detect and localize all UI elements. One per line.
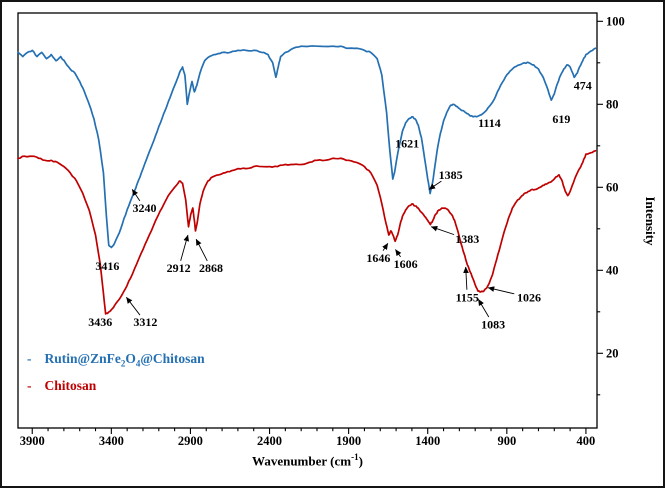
svg-text:1114: 1114 [478,116,501,130]
svg-text:3416: 3416 [95,259,119,273]
svg-text:1606: 1606 [394,257,418,271]
svg-text:2868: 2868 [199,261,223,275]
x-axis-title: Wavenumber (cm-1) [252,452,363,469]
svg-text:1646: 1646 [366,251,390,265]
svg-text:400: 400 [577,434,596,448]
svg-text:3400: 3400 [99,434,124,448]
svg-text:100: 100 [606,15,625,29]
legend-label-composite: Rutin@ZnFe2O4@Chitosan [44,351,205,369]
svg-text:900: 900 [497,434,516,448]
svg-text:1900: 1900 [336,434,361,448]
legend-marker-chitosan: - [27,377,32,393]
legend-label-chitosan: Chitosan [44,377,97,393]
svg-text:1026: 1026 [517,290,541,304]
svg-text:3900: 3900 [20,434,45,448]
svg-text:80: 80 [606,98,619,112]
svg-text:40: 40 [606,264,619,278]
svg-text:1400: 1400 [415,434,440,448]
y-axis-title: Intensity [643,196,658,246]
svg-text:2912: 2912 [167,261,191,275]
svg-text:3312: 3312 [133,315,157,329]
svg-text:3436: 3436 [88,315,112,329]
svg-text:1385: 1385 [439,168,463,182]
svg-text:474: 474 [574,79,592,93]
svg-text:2900: 2900 [178,434,203,448]
legend: - Rutin@ZnFe2O4@Chitosan - Chitosan [27,351,205,403]
svg-text:1083: 1083 [481,317,505,331]
svg-text:2400: 2400 [257,434,282,448]
svg-text:20: 20 [606,347,619,361]
legend-item-composite: - Rutin@ZnFe2O4@Chitosan [27,351,205,369]
svg-text:1155: 1155 [456,290,479,304]
svg-text:1383: 1383 [455,232,479,246]
svg-text:619: 619 [552,112,570,126]
legend-item-chitosan: - Chitosan [27,378,205,394]
svg-text:60: 60 [606,181,619,195]
legend-marker-composite: - [27,351,32,366]
svg-text:1621: 1621 [395,137,419,151]
svg-text:3240: 3240 [133,201,157,215]
